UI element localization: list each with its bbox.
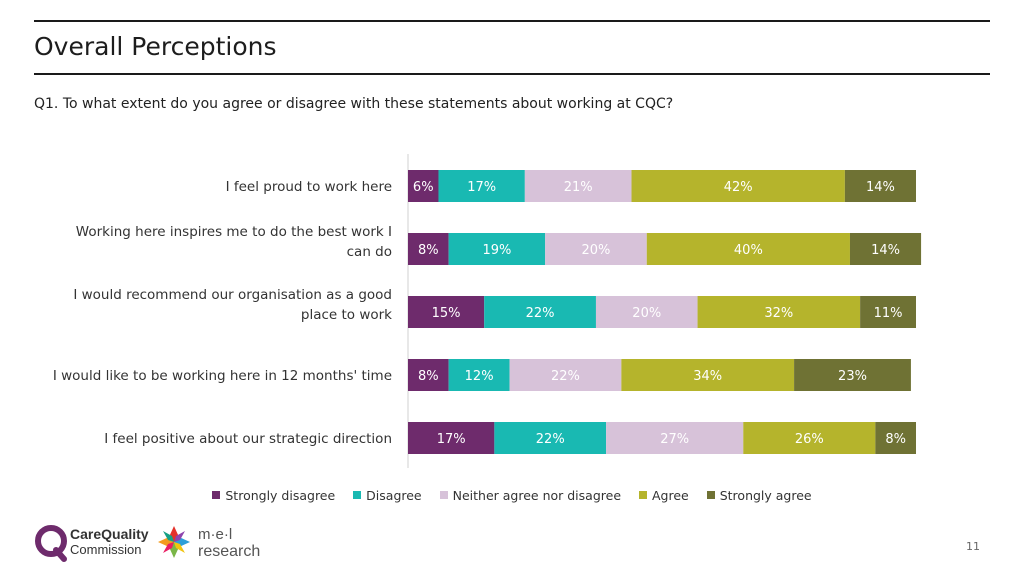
category-label-line: place to work [301, 307, 392, 323]
data-label: 27% [660, 432, 689, 447]
title-rule [34, 73, 990, 75]
bar-segment [606, 422, 744, 454]
data-label: 26% [795, 432, 824, 447]
data-label: 20% [582, 243, 611, 258]
category-label-line: I feel proud to work here [226, 179, 392, 195]
data-label: 34% [693, 369, 722, 384]
data-label: 42% [724, 180, 753, 195]
bar-segment [875, 422, 916, 454]
legend-item-strongly-agree: Strongly agree [706, 487, 812, 503]
data-label: 11% [874, 306, 903, 321]
legend-swatch [706, 491, 715, 499]
chart-legend: Strongly disagree Disagree Neither agree… [0, 487, 1024, 503]
page-title: Overall Perceptions [34, 32, 277, 61]
cqc-logo-text-2: Commission [70, 542, 142, 557]
legend-item-neither: Neither agree nor disagree [439, 487, 622, 503]
legend-swatch [639, 491, 647, 499]
data-label: 14% [866, 180, 895, 195]
data-label: 8% [885, 432, 906, 447]
bar-segment [646, 233, 850, 265]
bar-segment [844, 170, 916, 202]
data-label: 6% [413, 180, 434, 195]
data-label: 17% [437, 432, 466, 447]
data-label: 40% [734, 243, 763, 258]
legend-swatch [353, 491, 362, 499]
bar-segment [794, 359, 911, 391]
cqc-logo-text-1: CareQuality [70, 526, 149, 542]
question-text: Q1. To what extent do you agree or disag… [34, 96, 674, 112]
mel-logo-mark: m·e·l research [158, 526, 260, 560]
data-label: 23% [838, 369, 867, 384]
data-label: 22% [526, 306, 555, 321]
category-label-line: I would recommend our organisation as a … [73, 287, 392, 303]
legend-label: Disagree [366, 487, 422, 503]
bar-segment [545, 233, 647, 265]
mel-research-logo: m·e·l research [156, 520, 276, 568]
category-label: I would like to be working here in 12 mo… [53, 368, 392, 384]
data-label: 8% [418, 243, 439, 258]
mel-logo-text-2: research [198, 543, 260, 560]
data-label: 32% [764, 306, 793, 321]
cqc-logo-mark: CareQuality Commission [35, 525, 149, 562]
legend-item-disagree: Disagree [353, 487, 422, 503]
category-label-line: can do [347, 244, 392, 260]
category-label: I would recommend our organisation as a … [73, 287, 392, 323]
data-label: 22% [536, 432, 565, 447]
bar-segment [408, 359, 449, 391]
cqc-logo: CareQuality Commission [34, 520, 154, 566]
mel-logo-text-1: m·e·l [198, 526, 232, 543]
legend-swatch [439, 491, 448, 499]
data-label: 22% [551, 369, 580, 384]
bar-segment [509, 359, 622, 391]
bar-segment [595, 296, 698, 328]
stacked-bar-chart: I feel proud to work here 6% 17% 21% 42% 14% W… [53, 154, 922, 468]
category-label: I feel positive about our strategic dire… [104, 431, 392, 447]
legend-label: Strongly disagree [225, 487, 336, 503]
bar-segment [438, 170, 525, 202]
top-rule [34, 20, 990, 22]
bar-segment [408, 233, 449, 265]
data-label: 17% [467, 180, 496, 195]
data-label: 8% [418, 369, 439, 384]
bar-segment [484, 296, 596, 328]
bar-segment [743, 422, 876, 454]
bar-segment [408, 422, 495, 454]
legend-label: Strongly agree [719, 487, 812, 503]
data-label: 20% [632, 306, 661, 321]
category-label-line: I would like to be working here in 12 mo… [53, 368, 392, 384]
bar-segment [494, 422, 607, 454]
data-label: 14% [871, 243, 900, 258]
category-label: Working here inspires me to do the best … [76, 224, 392, 260]
legend-item-agree: Agree [639, 488, 689, 503]
legend-label: Agree [652, 487, 689, 503]
bar-segment [448, 233, 546, 265]
data-label: 21% [564, 180, 593, 195]
category-label-line: I feel positive about our strategic dire… [104, 431, 392, 447]
bar-segment [621, 359, 795, 391]
page-number: 11 [966, 540, 980, 553]
bar-segment [448, 359, 510, 391]
bar-segment [860, 296, 916, 328]
bar-segment [631, 170, 845, 202]
legend-label: Neither agree nor disagree [452, 487, 622, 503]
bar-segment [408, 170, 439, 202]
legend-swatch [212, 491, 221, 499]
bar-segment [849, 233, 922, 265]
bar-segment [524, 170, 632, 202]
data-label: 12% [465, 369, 494, 384]
category-label: I feel proud to work here [226, 179, 392, 195]
category-label-line: Working here inspires me to do the best … [76, 224, 392, 240]
bar-segment [697, 296, 861, 328]
data-label: 19% [482, 243, 511, 258]
bar-segment [408, 296, 485, 328]
legend-item-strongly-disagree: Strongly disagree [212, 488, 335, 503]
data-label: 15% [432, 306, 461, 321]
